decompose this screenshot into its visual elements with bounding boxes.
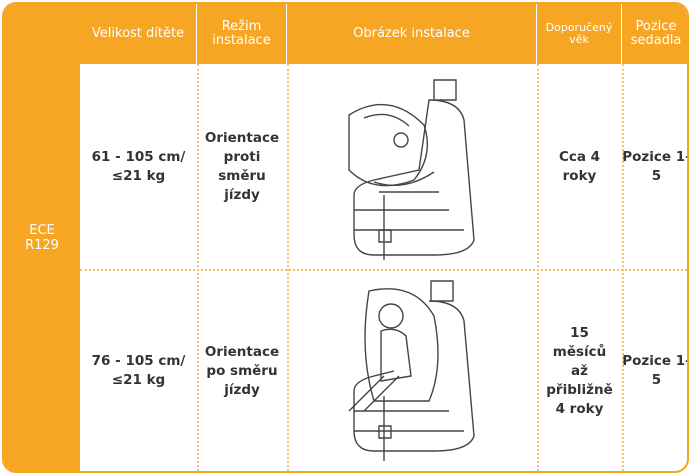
divider: [287, 64, 289, 471]
group-label: ECE R129: [4, 4, 80, 471]
divider: [80, 269, 687, 271]
cell: Cca 4 roky: [558, 148, 601, 184]
cell: 61 - 105 cm/ ≤21 kg: [91, 148, 186, 184]
header-cell: Velikost dítěte: [80, 4, 197, 64]
cell: 76 - 105 cm/ ≤21 kg: [91, 353, 186, 388]
cell: Pozice 1-5: [622, 353, 689, 388]
rear-facing-seat-illustration: [348, 79, 475, 260]
divider: [537, 64, 539, 471]
divider: [622, 64, 624, 471]
header-cell: Obrázek instalace: [287, 4, 537, 64]
cell: 15 měsíců až přibližně 4 roky: [546, 324, 613, 417]
cell: Orientace proti směru jízdy: [204, 129, 280, 203]
header-cell: Režim instalace: [197, 4, 287, 64]
header-cell: Doporučený věk: [537, 4, 622, 64]
header-cell: Pozice sedadla: [622, 4, 687, 64]
forward-facing-seat-illustration: [348, 280, 475, 461]
cell: Pozice 1-5: [622, 148, 689, 184]
cell: Orientace po směru jízdy: [204, 343, 280, 398]
divider: [197, 64, 199, 471]
